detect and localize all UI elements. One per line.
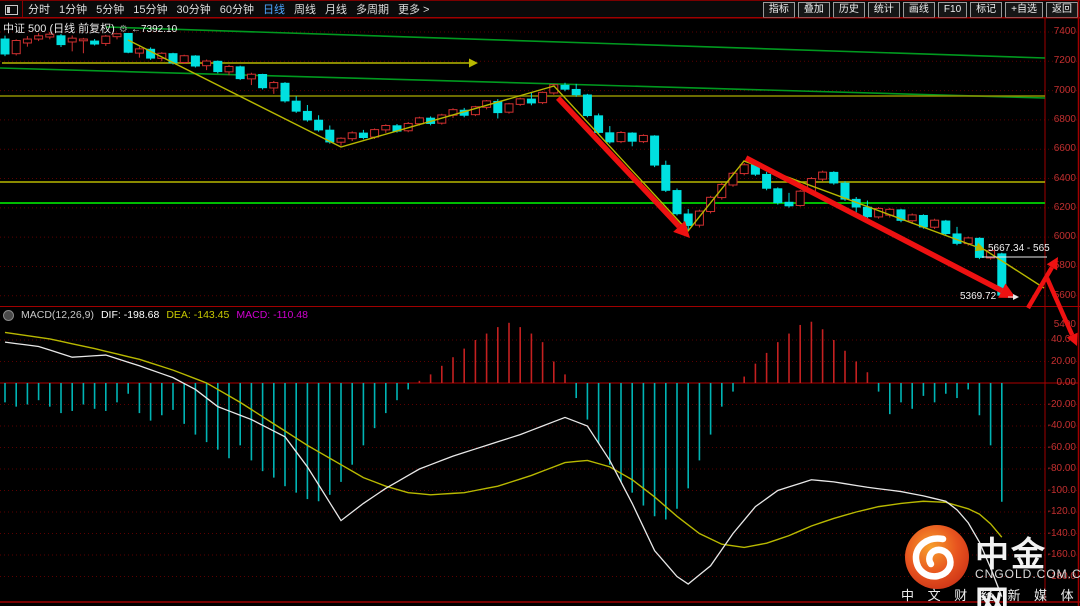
period-tab-1分钟[interactable]: 1分钟 (59, 4, 88, 16)
period-tab-15分钟[interactable]: 15分钟 (133, 4, 168, 16)
toolbar-button-历史[interactable]: 历史 (832, 2, 865, 18)
macd-histogram (4, 321, 1003, 520)
macd-value: MACD: -110.48 (236, 309, 308, 321)
watermark-domain: CNGOLD.COM.CN (975, 567, 1080, 581)
period-tab-更多 >[interactable]: 更多 > (398, 4, 430, 16)
macd-tick-40: 40.00 (1050, 334, 1076, 345)
macd-tick--40: -40.00 (1047, 420, 1076, 431)
high-price-annotation: ←7392.10 (131, 24, 178, 35)
toolbar-divider (22, 1, 23, 17)
macd-tick--140: -140.0 (1047, 527, 1076, 539)
instrument-name: 中证 500 (日线 前复权) (3, 23, 115, 35)
dea-value: DEA: -143.45 (166, 309, 230, 321)
macd-tick--160: -160.0 (1047, 549, 1076, 560)
dif-line (4, 331, 1003, 597)
macd-tick-0: 0.00 (1056, 377, 1076, 388)
price-tick-7000: 7000 (1053, 84, 1076, 96)
settings-gear-icon[interactable]: ⚙ (118, 24, 128, 35)
macd-indicator-name: MACD(12,26,9) (21, 309, 94, 321)
period-tab-60分钟[interactable]: 60分钟 (219, 4, 254, 16)
macd-tick--60: -60.00 (1047, 441, 1076, 453)
cngold-logo-icon (905, 525, 969, 589)
price-tick-5600: 5600 (1053, 289, 1076, 301)
period-menu: 分时 1分钟 5分钟 15分钟 30分钟 60分钟 日线 周线 月线 多周期 更多 > (28, 1, 429, 17)
price-tick-6800: 6800 (1053, 113, 1076, 125)
price-tick-6200: 6200 (1053, 201, 1076, 213)
cngold-watermark: 中金网 CNGOLD.COM.CN 中 文 财 经 新 媒 体 (895, 519, 1080, 606)
window-layout-icon[interactable] (5, 5, 18, 15)
gridlines (0, 31, 1078, 577)
watermark-slogan: 中 文 财 经 新 媒 体 (901, 588, 1079, 603)
price-tick-7200: 7200 (1053, 55, 1076, 67)
annotation-leaders (982, 256, 1047, 300)
price-tick-6400: 6400 (1053, 172, 1076, 184)
macd-header: MACD(12,26,9) DIF: -198.68 DEA: -143.45 … (3, 309, 308, 321)
macd-tick--120: -120.0 (1047, 506, 1076, 517)
period-tab-30分钟[interactable]: 30分钟 (176, 4, 211, 16)
period-tab-日线[interactable]: 日线 (263, 4, 285, 16)
indicator-collapse-icon[interactable] (3, 309, 14, 321)
period-tab-多周期[interactable]: 多周期 (356, 4, 389, 16)
dif-value: DIF: -198.68 (100, 309, 160, 321)
range-measure-annotation: 5667.34 - 565 (988, 243, 1050, 254)
macd-tick--20: -20.00 (1047, 398, 1076, 410)
macd-tick--180: -180.0 (1047, 570, 1076, 582)
trend-lines[interactable] (0, 26, 1046, 204)
red-trend-arrows[interactable] (555, 96, 1078, 346)
price-tick-6600: 6600 (1053, 143, 1076, 155)
period-tab-周线[interactable]: 周线 (294, 4, 316, 16)
chart-title: 中证 500 (日线 前复权) ⚙ (3, 20, 128, 36)
toolbar-button-统计[interactable]: 统计 (867, 2, 900, 18)
period-tab-5分钟[interactable]: 5分钟 (96, 4, 125, 16)
macd-tick-20: 20.00 (1050, 355, 1076, 367)
period-tab-分时[interactable]: 分时 (28, 4, 50, 16)
watermark-title: 中金网 (975, 536, 1047, 606)
price-tick-5400: 5400 (1053, 319, 1076, 331)
price-tick-7400: 7400 (1053, 26, 1076, 37)
period-tab-月线[interactable]: 月线 (325, 4, 347, 16)
price-tick-5800: 5800 (1053, 260, 1076, 272)
macd-tick--80: -80.00 (1047, 463, 1076, 474)
macd-tick--100: -100.0 (1047, 484, 1076, 496)
price-tick-6000: 6000 (1053, 231, 1076, 243)
toolbar-buttons: 指标 叠加 历史 统计 画线 F10 标记 +自选 返回 (762, 2, 1078, 18)
low-price-annotation: 5369.72 (960, 291, 997, 302)
